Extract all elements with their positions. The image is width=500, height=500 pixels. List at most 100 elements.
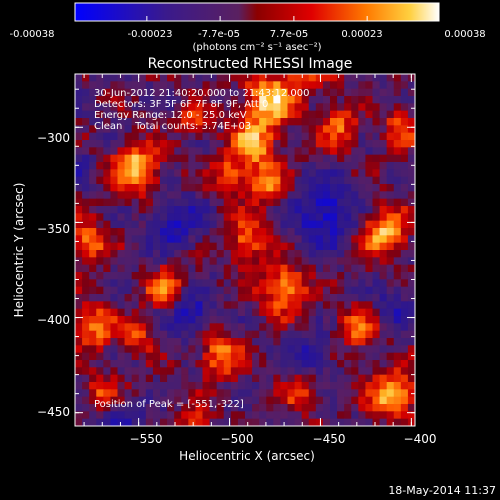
heatmap-cell	[337, 206, 345, 214]
heatmap-cell	[358, 74, 367, 82]
heatmap-cell	[131, 352, 140, 361]
heatmap-cell	[287, 345, 296, 354]
heatmap-cell	[259, 206, 267, 214]
heatmap-cell	[315, 88, 324, 97]
heatmap-cell	[89, 206, 97, 214]
heatmap-cell	[138, 184, 147, 192]
heatmap-cell	[89, 132, 97, 141]
heatmap-cell	[252, 140, 260, 148]
heatmap-cell	[344, 191, 352, 200]
heatmap-cell	[400, 330, 409, 339]
heatmap-cell	[273, 272, 282, 280]
heatmap-cell	[145, 198, 154, 207]
heatmap-cell	[386, 250, 395, 258]
heatmap-cell	[75, 118, 83, 126]
heatmap-cell	[252, 250, 260, 258]
heatmap-cell	[188, 118, 197, 126]
heatmap-cell	[131, 235, 140, 244]
heatmap-cell	[131, 213, 140, 222]
heatmap-cell	[379, 110, 388, 119]
heatmap-cell	[280, 272, 289, 280]
heatmap-cell	[110, 279, 119, 288]
heatmap-cell	[294, 220, 303, 229]
heatmap-cell	[152, 96, 161, 104]
heatmap-cell	[188, 272, 197, 280]
heatmap-cell	[407, 147, 415, 156]
heatmap-cell	[174, 316, 182, 324]
heatmap-cell	[82, 103, 90, 112]
heatmap-cell	[273, 191, 282, 200]
heatmap-cell	[82, 323, 90, 332]
heatmap-cell	[209, 132, 218, 141]
heatmap-cell	[223, 404, 232, 412]
heatmap-cell	[230, 264, 239, 273]
heatmap-cell	[400, 257, 409, 266]
heatmap-cell	[167, 118, 175, 126]
heatmap-cell	[330, 396, 338, 405]
heatmap-cell	[117, 235, 126, 244]
heatmap-cell	[160, 367, 168, 376]
heatmap-cell	[322, 404, 331, 412]
heatmap-cell	[89, 374, 97, 383]
heatmap-cell	[344, 279, 352, 288]
heatmap-cell	[174, 176, 182, 185]
heatmap-cell	[372, 323, 381, 332]
heatmap-cell	[167, 250, 175, 258]
heatmap-cell	[294, 418, 303, 426]
heatmap-cell	[124, 184, 133, 192]
heatmap-cell	[237, 132, 246, 141]
heatmap-cell	[379, 103, 388, 112]
heatmap-cell	[75, 257, 83, 266]
heatmap-cell	[308, 147, 317, 156]
heatmap-cell	[167, 279, 175, 288]
heatmap-cell	[337, 213, 345, 222]
heatmap-cell	[209, 140, 218, 148]
heatmap-cell	[82, 110, 90, 119]
heatmap-cell	[167, 352, 175, 361]
heatmap-cell	[379, 206, 388, 214]
heatmap-cell	[400, 103, 409, 112]
heatmap-cell	[230, 220, 239, 229]
heatmap-cell	[301, 220, 310, 229]
heatmap-cell	[330, 250, 338, 258]
heatmap-cell	[131, 257, 140, 266]
heatmap-cell	[330, 235, 338, 244]
heatmap-cell	[407, 125, 415, 134]
heatmap-cell	[344, 118, 352, 126]
heatmap-cell	[400, 125, 409, 134]
heatmap-cell	[308, 411, 317, 420]
heatmap-cell	[315, 418, 324, 426]
heatmap-cell	[386, 360, 395, 368]
heatmap-cell	[273, 389, 282, 398]
heatmap-cell	[160, 140, 168, 148]
heatmap-cell	[103, 360, 112, 368]
heatmap-cell	[152, 396, 161, 405]
heatmap-cell	[110, 162, 119, 170]
heatmap-cell	[301, 206, 310, 214]
heatmap-cell	[167, 162, 175, 170]
heatmap-cell	[188, 228, 197, 236]
heatmap-cell	[202, 264, 211, 273]
heatmap-cell	[245, 198, 253, 207]
heatmap-cell	[407, 162, 415, 170]
heatmap-cell	[160, 103, 168, 112]
heatmap-cell	[330, 301, 338, 310]
heatmap-cell	[365, 396, 374, 405]
heatmap-cell	[266, 213, 274, 222]
heatmap-cell	[202, 103, 211, 112]
heatmap-cell	[209, 110, 218, 119]
heatmap-cell	[96, 367, 104, 376]
heatmap-cell	[344, 88, 352, 97]
heatmap-cell	[75, 367, 83, 376]
heatmap-cell	[103, 286, 112, 295]
heatmap-cell	[245, 279, 253, 288]
heatmap-cell	[407, 81, 415, 90]
heatmap-cell	[351, 220, 359, 229]
heatmap-cell	[266, 96, 274, 104]
heatmap-cell	[294, 110, 303, 119]
heatmap-cell	[216, 169, 225, 178]
heatmap-cell	[75, 154, 83, 163]
heatmap-cell	[351, 294, 359, 302]
heatmap-cell	[75, 330, 83, 339]
heatmap-cell	[344, 213, 352, 222]
